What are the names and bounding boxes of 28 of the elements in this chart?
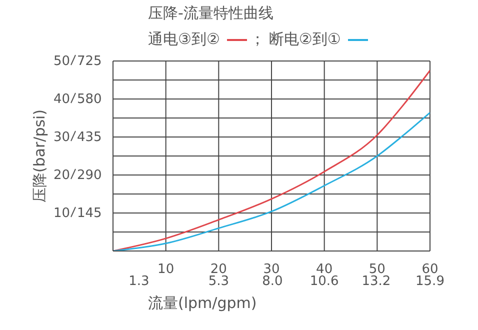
y2-tick-label: 145: [77, 206, 102, 221]
x2-tick-label: 13.2: [362, 274, 391, 289]
x-tick-label: 10: [158, 262, 174, 277]
y-axis-title: 压降(bar/psi): [30, 109, 50, 203]
y-tick-label: 20: [53, 168, 70, 183]
x-tick-label: 50: [368, 262, 386, 277]
y2-tick-label: 435: [77, 130, 102, 145]
y2-tick-label: 290: [77, 168, 102, 183]
x2-tick-label: 1.3: [128, 274, 150, 289]
y-tick-label: 30: [53, 130, 70, 145]
x2-tick-label: 5.3: [208, 274, 230, 289]
y-tick-label: 40: [53, 92, 70, 107]
y2-tick-label: 725: [77, 54, 102, 69]
x-tick-label: 60: [422, 262, 438, 277]
x-tick-label: 40: [316, 262, 333, 277]
x2-tick-label: 15.9: [416, 274, 444, 289]
legend-label: 断电②到①: [268, 30, 341, 49]
x-tick-label: 30: [263, 262, 280, 277]
x2-tick-label: 10.6: [310, 274, 339, 289]
x-tick-label: 20: [210, 262, 227, 277]
text: ；: [250, 30, 265, 49]
y-tick-label: 50: [53, 54, 70, 69]
chart-title: 压降-流量特性曲线: [148, 4, 274, 23]
x2-tick-label: 8.0: [262, 274, 283, 289]
legend-label: 通电③到②: [148, 30, 220, 49]
y-tick-label: 10: [53, 206, 70, 221]
x-axis-title: 流量(lpm/gpm): [148, 294, 257, 313]
y2-tick-label: 580: [77, 92, 102, 107]
